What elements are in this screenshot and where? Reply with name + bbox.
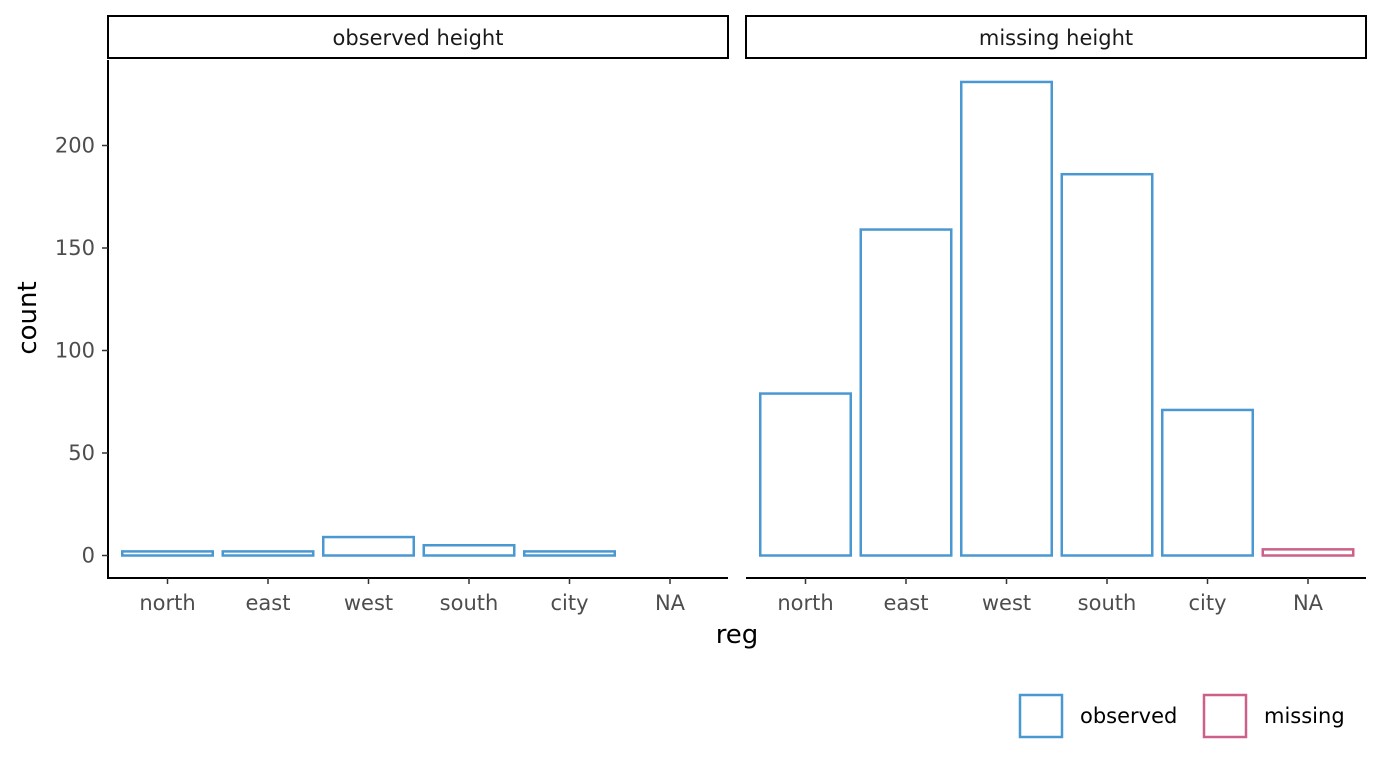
x-tick-label: city [1188, 591, 1226, 615]
legend-label: observed [1080, 704, 1177, 728]
facet-strip [107, 15, 729, 59]
legend: observed missing [1018, 693, 1345, 739]
bar [960, 80, 1053, 557]
x-tick-label: NA [1293, 591, 1324, 615]
bar [422, 544, 516, 557]
x-tick-label: south [440, 591, 499, 615]
facet-strip-label: missing height [979, 26, 1133, 50]
y-axis: 0 50 100 150 200 [55, 60, 109, 579]
bar [121, 550, 214, 557]
panel-0: observed height north east west south city NA [107, 15, 729, 615]
x-tick-label: south [1078, 591, 1137, 615]
x-tick-label: city [550, 591, 588, 615]
x-tick-label: north [139, 591, 195, 615]
x-tick-label: east [884, 591, 929, 615]
y-tick-label: 150 [55, 236, 95, 260]
legend-key-missing [1202, 693, 1248, 739]
y-tick-label: 100 [55, 339, 95, 363]
y-tick-label: 0 [82, 544, 95, 568]
bar [221, 550, 315, 557]
y-tick-label: 200 [55, 134, 95, 158]
panel-1: missing height north east west south city NA [745, 15, 1367, 615]
x-axis-title: reg [716, 620, 759, 650]
x-tick-label: NA [655, 591, 686, 615]
y-tick-label: 50 [68, 441, 95, 465]
bar [523, 550, 616, 557]
bar [1261, 548, 1355, 557]
x-tick-label: east [246, 591, 291, 615]
x-tick-label: west [344, 591, 393, 615]
x-tick-label: north [777, 591, 833, 615]
x-tick-label: west [982, 591, 1031, 615]
facet-strip-label: observed height [333, 26, 504, 50]
legend-key-observed [1018, 693, 1064, 739]
legend-label: missing [1264, 704, 1345, 728]
bar [859, 228, 953, 557]
bar [1161, 408, 1254, 557]
facet-strip [745, 15, 1367, 59]
bar [759, 392, 852, 557]
bar [1060, 172, 1154, 557]
y-axis-title: count [13, 281, 43, 354]
bar [322, 535, 415, 557]
